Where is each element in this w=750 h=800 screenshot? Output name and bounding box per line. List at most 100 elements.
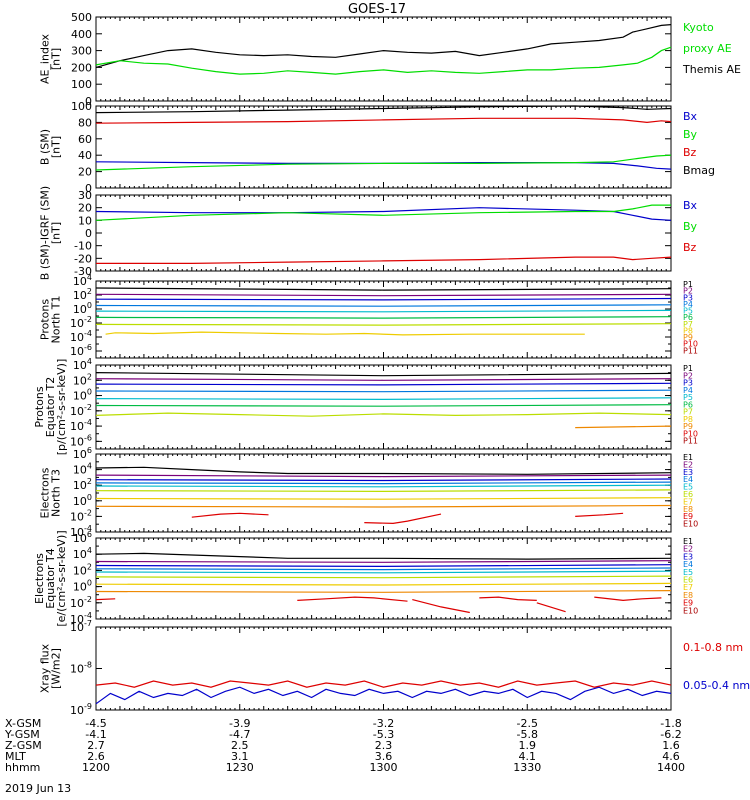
series-line bbox=[95, 474, 672, 478]
y-tick-label: 104 bbox=[73, 357, 92, 372]
panel-2: 0 20 40 60 80 100 B (SM)[nT] Bx By Bz Bmag bbox=[39, 100, 716, 195]
series-line bbox=[105, 331, 585, 336]
x-tick-label: 1330 bbox=[513, 761, 541, 774]
series-line bbox=[575, 512, 624, 517]
legend-item: P5 bbox=[683, 307, 693, 316]
series-line bbox=[95, 397, 672, 400]
x-tick-label: 1200 bbox=[82, 761, 110, 774]
y-tick-label: 100 bbox=[73, 493, 92, 508]
series-line bbox=[594, 596, 662, 602]
legend-item: By bbox=[683, 128, 698, 141]
date-label: 2019 Jun 13 bbox=[5, 782, 71, 795]
y-axis-label: North T1 bbox=[50, 296, 63, 344]
x-tick-label: -1.8 bbox=[660, 717, 681, 730]
legend-item: Themis AE bbox=[682, 63, 741, 76]
series-line bbox=[95, 484, 672, 488]
panel-frame bbox=[95, 194, 672, 272]
legend-item: E10 bbox=[683, 606, 698, 615]
x-tick-label: 2.6 bbox=[87, 750, 105, 763]
y-tick-label: 10-9 bbox=[70, 702, 92, 717]
series-line bbox=[95, 309, 672, 313]
legend-item: E4 bbox=[683, 475, 693, 484]
legend-item: P7 bbox=[683, 408, 693, 417]
series-line bbox=[95, 466, 672, 475]
series-line bbox=[364, 513, 442, 525]
series-line bbox=[95, 575, 672, 579]
legend-item: P2 bbox=[683, 287, 693, 296]
series-line bbox=[95, 570, 672, 574]
chart-title: GOES-17 bbox=[348, 2, 406, 17]
x-tick-label: 4.1 bbox=[519, 750, 537, 763]
x-row-label: hhmm bbox=[5, 761, 40, 774]
y-tick-label: 102 bbox=[73, 372, 92, 387]
series-line bbox=[95, 372, 672, 377]
x-tick-label: 2.3 bbox=[375, 739, 393, 752]
series-line bbox=[95, 154, 672, 171]
series-line bbox=[479, 596, 537, 601]
x-tick-label: -2.5 bbox=[517, 717, 538, 730]
legend-item: P1 bbox=[683, 364, 693, 373]
x-tick-label: -4.7 bbox=[229, 728, 250, 741]
y-tick-label: 102 bbox=[73, 562, 92, 577]
series-line bbox=[95, 293, 672, 297]
legend-item: P4 bbox=[683, 300, 693, 309]
x-tick-label: 1300 bbox=[370, 761, 398, 774]
y-tick-label: 10-4 bbox=[70, 524, 92, 539]
y-tick-label: 106 bbox=[73, 446, 92, 461]
series-line bbox=[95, 481, 672, 485]
x-tick-label: -5.8 bbox=[517, 728, 538, 741]
y-tick-label: 10-2 bbox=[70, 595, 92, 610]
legend-item: P1 bbox=[683, 280, 693, 289]
y-tick-label: 10-2 bbox=[70, 315, 92, 330]
x-tick-label: -6.2 bbox=[660, 728, 681, 741]
series-line bbox=[95, 497, 672, 500]
y-tick-label: 100 bbox=[71, 78, 92, 91]
legend-item: P10 bbox=[683, 340, 698, 349]
panel-frame bbox=[95, 364, 672, 450]
y-tick-label: 10-2 bbox=[70, 508, 92, 523]
series-line bbox=[95, 105, 672, 114]
legend-item: P3 bbox=[683, 293, 693, 302]
x-axis-labels: X-GSM -4.5 -3.9 -3.2 -2.5 -1.8 Y-GSM -4.1 -4.7 -5… bbox=[4, 717, 685, 774]
x-row-label: MLT bbox=[5, 750, 26, 763]
x-tick-label: 3.6 bbox=[375, 750, 393, 763]
series-line bbox=[95, 378, 672, 381]
x-tick-label: 1.6 bbox=[662, 739, 680, 752]
legend-item: E8 bbox=[683, 505, 693, 514]
y-tick-label: -30 bbox=[74, 265, 92, 278]
legend-item: E1 bbox=[683, 537, 693, 546]
y-axis-label: [W/m2] bbox=[50, 648, 63, 689]
legend-item: E1 bbox=[683, 453, 693, 462]
series-line bbox=[95, 316, 672, 319]
legend-item: By bbox=[683, 220, 698, 233]
series-line bbox=[95, 489, 672, 492]
series-line bbox=[95, 323, 672, 326]
series-line bbox=[95, 582, 672, 586]
legend-item: proxy AE bbox=[683, 42, 732, 55]
series-line bbox=[536, 602, 566, 613]
y-axis-label: Equator T4 bbox=[44, 548, 57, 608]
legend-item: E7 bbox=[683, 583, 693, 592]
series-line bbox=[95, 117, 672, 124]
legend-item: P9 bbox=[683, 422, 693, 431]
series-line bbox=[95, 297, 672, 301]
series-line bbox=[191, 512, 269, 518]
y-axis-label: B (SM) bbox=[39, 129, 52, 165]
legend-item: P8 bbox=[683, 415, 693, 424]
y-axis-label: [e/(cm²-s-sr-keV)] bbox=[55, 530, 68, 626]
y-tick-label: 20 bbox=[78, 166, 92, 179]
y-tick-label: 60 bbox=[78, 133, 92, 146]
x-tick-label: 2.5 bbox=[231, 739, 249, 752]
panel-frame bbox=[95, 280, 672, 359]
x-tick-label: 2.7 bbox=[87, 739, 105, 752]
y-tick-label: 100 bbox=[73, 579, 92, 594]
panel-8: 10-9 10-8 10-7 Xray flux[W/m2] 0.1-0.8 nm 0.0… bbox=[39, 619, 750, 717]
x-tick-label: -3.9 bbox=[229, 717, 250, 730]
y-axis-label: B (SM)-IGRF (SM) bbox=[39, 186, 52, 280]
panel-frame bbox=[95, 16, 672, 102]
